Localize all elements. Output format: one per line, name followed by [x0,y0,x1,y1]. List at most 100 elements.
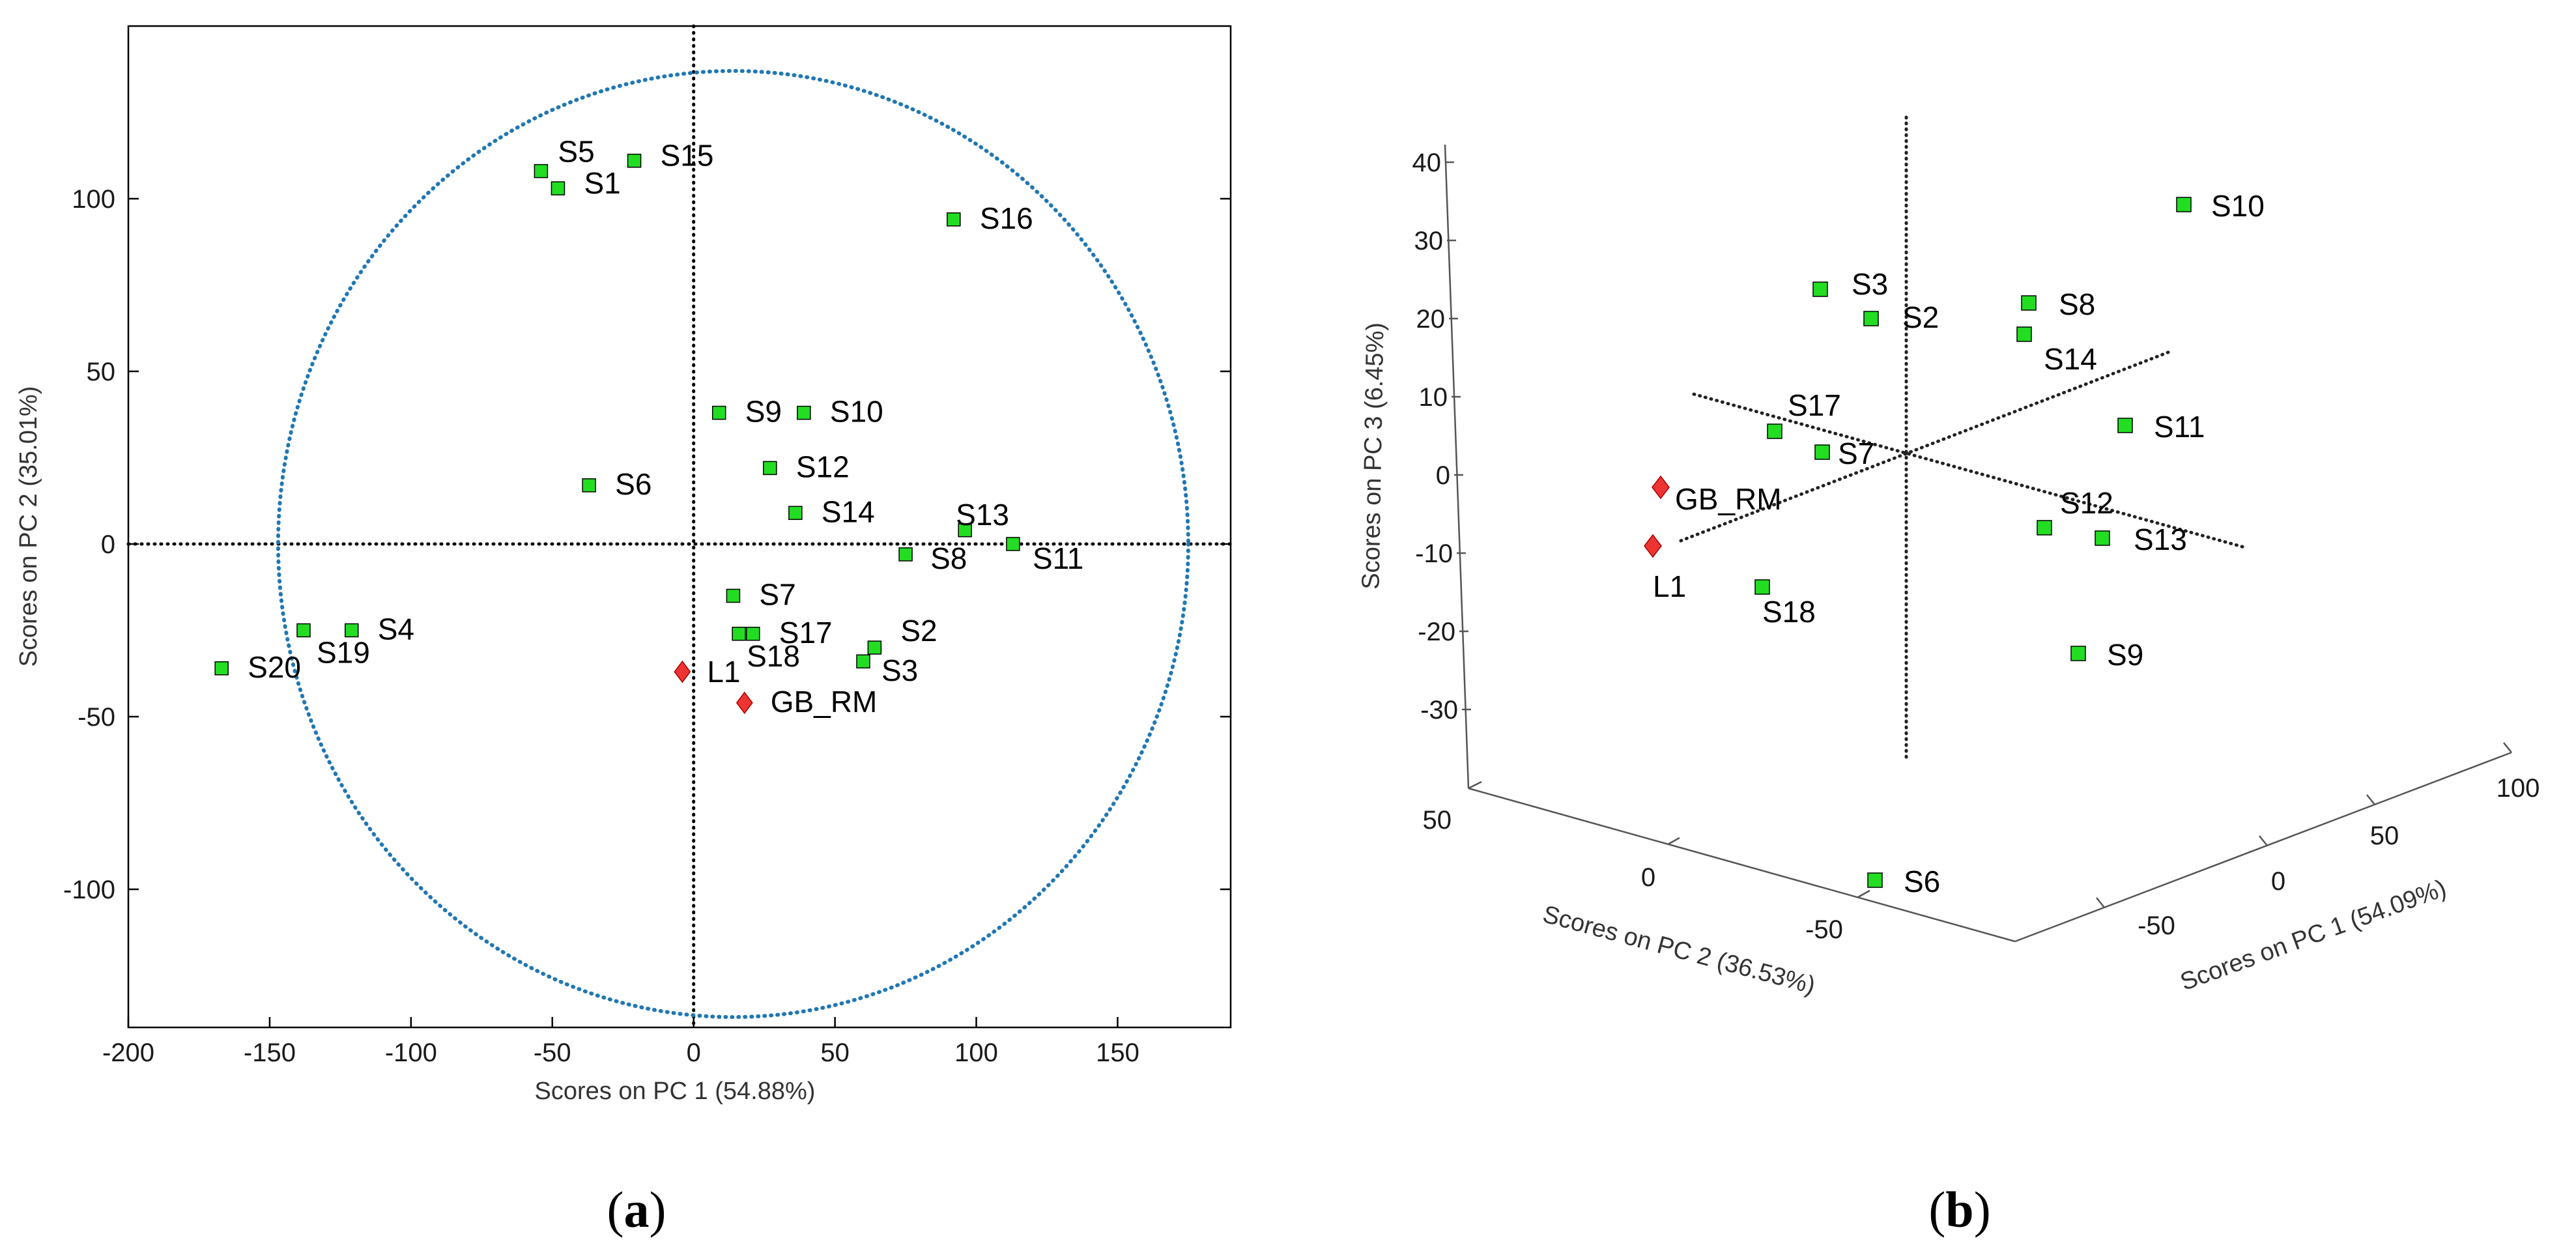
sample-marker [2070,646,2086,661]
sample-marker [2021,295,2037,311]
sample-marker [867,640,882,655]
data-point: S13 [2095,523,2187,556]
data-point: S4 [344,612,414,646]
data-point: S18 [732,627,800,673]
point-label: L1 [1653,569,1686,603]
point-label: S4 [378,612,414,646]
data-point: S8 [2021,287,2095,321]
data-point: S11 [1006,537,1083,575]
data-point: S14 [2016,326,2097,376]
data-point: S6 [1867,865,1940,898]
x-axis-label: Scores on PC 1 (54.09%) [2177,874,2450,996]
sample-marker [1814,444,1830,460]
data-point: S14 [788,494,875,528]
tick-marks [1445,161,2512,908]
point-label: GB_RM [771,685,878,719]
point-label: S17 [1788,388,1841,422]
point-label: S1 [584,166,620,200]
y-tick-label: -50 [78,703,115,732]
sample-marker [296,623,311,638]
point-label: S19 [317,636,370,670]
point-label: S13 [2134,523,2187,556]
y-tick-label: -100 [63,876,115,904]
data-point: S7 [726,578,796,612]
sample-marker [1863,311,1879,326]
x-tick-label: -150 [244,1038,296,1067]
point-label: S11 [1033,541,1083,575]
sample-marker [534,164,549,179]
sample-marker [726,588,741,603]
point-label: S16 [980,201,1033,235]
point-label: S6 [615,467,651,501]
data-point: S11 [2117,410,2205,444]
data-point: S1 [551,166,621,200]
pca-3d-chart: 40 30 20 10 0 -10 -20 -30 50 0 -50 -50 0… [1357,115,2540,1238]
data-point: S3 [856,653,918,687]
sample-marker [1812,281,1828,297]
z-tick-label: 0 [1436,461,1450,490]
data-points-b: S2 S3 S6 S7 S8 S9 S10 S11 S12 S13 S14 S17 S18 L1 GB_RM [1644,189,2265,898]
x-tick-label: 100 [954,1038,998,1067]
point-label: S7 [759,578,795,612]
sample-marker [732,627,746,641]
sample-marker [1006,537,1020,551]
pca-2d-chart: -200 -150 -100 -50 0 50 100 150 -100 -50 0 50 100 S1… [15,24,1233,1238]
data-point: S10 [2176,189,2265,223]
point-label: S5 [558,135,594,169]
point-label: S20 [248,650,301,684]
sample-marker [898,547,913,562]
y-tick-label: -50 [1805,915,1843,944]
x-tick-label: -100 [385,1038,437,1067]
sample-marker [627,153,642,168]
data-point: S2 [867,614,937,655]
data-point: S17 [746,616,833,650]
sample-marker [763,461,777,476]
point-label: S14 [2044,342,2097,376]
confidence-ellipse [276,68,1190,1020]
point-label: GB_RM [1675,482,1782,516]
sample-marker [1867,872,1883,888]
point-label: S14 [822,494,875,528]
z-axis-label: Scores on PC 3 (6.45%) [1357,322,1389,590]
data-point: S7 [1814,437,1874,470]
data-point: L1 [1644,534,1686,603]
x-tick-labels: -50 0 50 100 [2138,774,2540,940]
point-label: S18 [1762,595,1816,629]
point-label: S8 [930,541,967,575]
sample-marker [2016,326,2032,342]
point-label: S12 [2060,486,2113,520]
x-axis-label: Scores on PC 1 (54.88%) [535,1078,816,1105]
point-label: S15 [661,139,714,173]
point-label: S6 [1904,865,1940,898]
sample-marker [2117,418,2133,433]
point-label: S12 [796,450,850,483]
z-tick-label: 20 [1416,305,1446,334]
data-point: S5 [534,135,595,179]
sample-marker [746,627,760,641]
y-axis-label: Scores on PC 2 (35.01%) [15,386,42,667]
sample-marker [711,405,726,420]
axis-box-edges [1444,144,2512,943]
data-point: S2 [1863,300,1939,334]
point-label: S9 [745,395,782,429]
panel-label-a: (a) [607,1181,666,1238]
data-point: S15 [627,139,714,173]
y-tick-label: 50 [87,358,116,386]
panel-label-a-letter: a [624,1181,650,1238]
point-label: L1 [707,655,740,689]
sample-marker [582,478,596,493]
point-label: S2 [900,614,937,648]
point-label: S9 [2107,638,2143,672]
y-tick-labels: 50 0 -50 [1423,806,1843,944]
point-label: S8 [2059,287,2095,321]
sample-marker [2095,530,2110,546]
reference-marker [1652,475,1670,500]
sample-marker [788,506,803,521]
z-tick-label: 30 [1414,227,1444,255]
reference-marker [674,660,691,683]
data-point: S12 [763,450,850,483]
reference-marker [736,691,753,715]
z-tick-label: -20 [1418,618,1455,646]
point-label: S10 [830,395,883,429]
